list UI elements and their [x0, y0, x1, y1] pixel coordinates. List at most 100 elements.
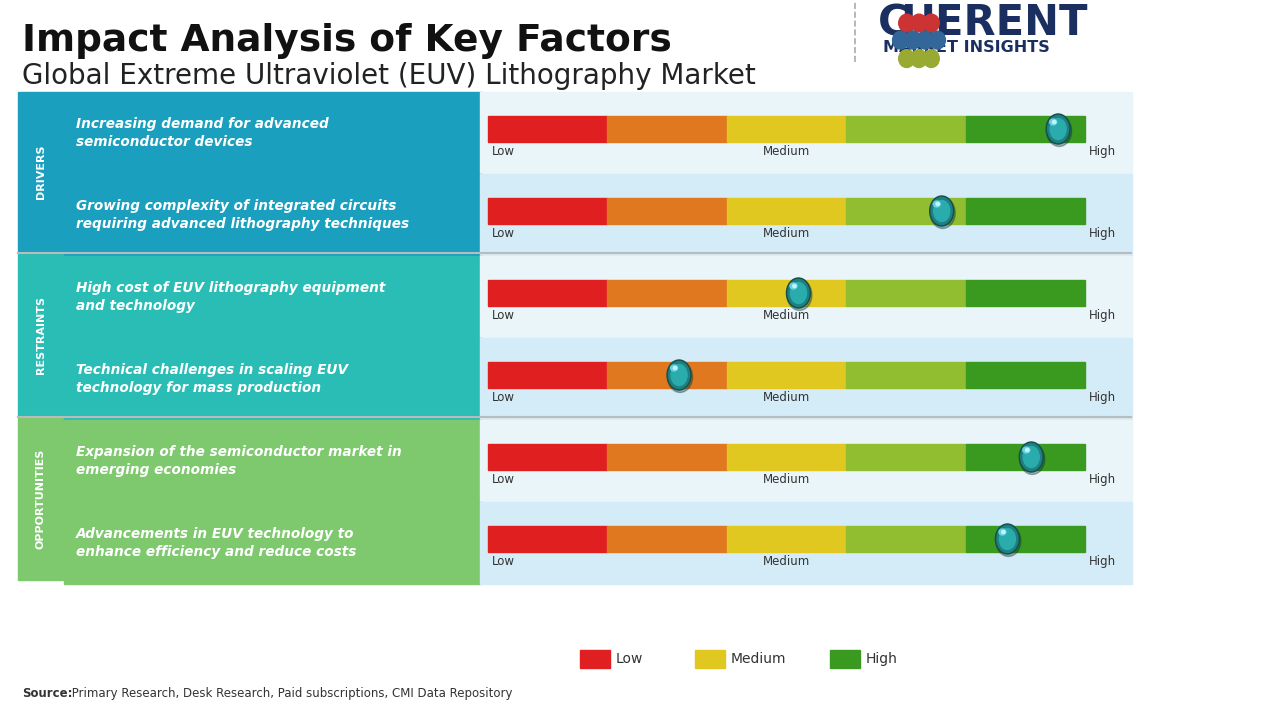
- Text: Source:: Source:: [22, 687, 73, 700]
- Bar: [727, 198, 846, 224]
- Bar: [64, 92, 483, 174]
- Bar: [480, 256, 1132, 338]
- Ellipse shape: [671, 364, 687, 385]
- Bar: [846, 280, 965, 306]
- Bar: [846, 116, 965, 142]
- Text: Low: Low: [492, 227, 515, 240]
- Text: Low: Low: [616, 652, 644, 666]
- Bar: [727, 444, 846, 470]
- Text: Primary Research, Desk Research, Paid subscriptions, CMI Data Repository: Primary Research, Desk Research, Paid su…: [68, 687, 512, 700]
- Text: Increasing demand for advanced
semiconductor devices: Increasing demand for advanced semicondu…: [76, 117, 329, 150]
- Bar: [608, 526, 727, 552]
- Ellipse shape: [932, 197, 952, 225]
- Text: Low: Low: [492, 473, 515, 486]
- Bar: [727, 362, 846, 388]
- Text: Medium: Medium: [763, 309, 810, 322]
- Circle shape: [923, 14, 940, 32]
- Text: High: High: [1089, 391, 1116, 404]
- Ellipse shape: [936, 202, 940, 205]
- Ellipse shape: [1047, 115, 1069, 143]
- Circle shape: [923, 50, 940, 68]
- Ellipse shape: [786, 278, 810, 308]
- Ellipse shape: [788, 279, 809, 307]
- Bar: [965, 526, 1085, 552]
- Bar: [608, 198, 727, 224]
- Bar: [488, 444, 608, 470]
- Bar: [488, 116, 608, 142]
- Bar: [488, 362, 608, 388]
- Bar: [480, 338, 1132, 420]
- Ellipse shape: [929, 196, 954, 226]
- Text: Low: Low: [492, 555, 515, 568]
- Bar: [608, 116, 727, 142]
- Text: High cost of EUV lithography equipment
and technology: High cost of EUV lithography equipment a…: [76, 281, 385, 313]
- Ellipse shape: [792, 284, 796, 287]
- Bar: [480, 502, 1132, 584]
- Bar: [608, 280, 727, 306]
- Ellipse shape: [673, 366, 677, 369]
- Text: Medium: Medium: [763, 391, 810, 404]
- Bar: [727, 280, 846, 306]
- Bar: [64, 502, 483, 584]
- Text: Medium: Medium: [731, 652, 786, 666]
- Bar: [480, 92, 1132, 174]
- Bar: [727, 116, 846, 142]
- Bar: [580, 650, 611, 668]
- Bar: [18, 418, 64, 580]
- Text: MARKET INSIGHTS: MARKET INSIGHTS: [883, 40, 1050, 55]
- Bar: [965, 198, 1085, 224]
- Ellipse shape: [1002, 531, 1005, 534]
- Bar: [695, 650, 724, 668]
- Bar: [965, 280, 1085, 306]
- Ellipse shape: [1020, 444, 1044, 474]
- Text: Expansion of the semiconductor market in
emerging economies: Expansion of the semiconductor market in…: [76, 444, 402, 477]
- Text: Growing complexity of integrated circuits
requiring advanced lithography techniq: Growing complexity of integrated circuit…: [76, 199, 410, 231]
- Text: High: High: [1089, 145, 1116, 158]
- Ellipse shape: [668, 361, 692, 392]
- Text: Low: Low: [492, 145, 515, 158]
- Circle shape: [899, 14, 915, 32]
- Circle shape: [899, 50, 915, 68]
- Ellipse shape: [1050, 119, 1056, 125]
- Ellipse shape: [790, 283, 797, 289]
- Bar: [64, 256, 483, 338]
- Bar: [480, 174, 1132, 256]
- Bar: [64, 174, 483, 256]
- Bar: [965, 116, 1085, 142]
- Bar: [846, 526, 965, 552]
- Ellipse shape: [1023, 447, 1030, 453]
- Ellipse shape: [997, 526, 1018, 552]
- Circle shape: [905, 31, 920, 49]
- Ellipse shape: [667, 360, 691, 390]
- Ellipse shape: [1020, 444, 1042, 470]
- Text: OPPORTUNITIES: OPPORTUNITIES: [36, 449, 46, 549]
- Bar: [846, 444, 965, 470]
- Ellipse shape: [1047, 115, 1071, 146]
- Bar: [64, 420, 483, 502]
- Text: Global Extreme Ultraviolet (EUV) Lithography Market: Global Extreme Ultraviolet (EUV) Lithogr…: [22, 62, 755, 90]
- Bar: [488, 526, 608, 552]
- Ellipse shape: [1019, 442, 1043, 472]
- Ellipse shape: [787, 279, 812, 310]
- Ellipse shape: [996, 526, 1021, 557]
- Text: Medium: Medium: [763, 555, 810, 568]
- Circle shape: [918, 31, 933, 49]
- Ellipse shape: [996, 524, 1019, 554]
- Bar: [965, 362, 1085, 388]
- Bar: [727, 526, 846, 552]
- Ellipse shape: [1050, 119, 1066, 140]
- Text: Medium: Medium: [763, 473, 810, 486]
- Ellipse shape: [1046, 114, 1070, 144]
- Circle shape: [929, 31, 946, 49]
- Circle shape: [911, 50, 927, 68]
- Text: High: High: [867, 652, 897, 666]
- Text: Advancements in EUV technology to
enhance efficiency and reduce costs: Advancements in EUV technology to enhanc…: [76, 526, 356, 559]
- Ellipse shape: [1000, 528, 1015, 549]
- Text: HERENT: HERENT: [900, 2, 1088, 44]
- Bar: [608, 362, 727, 388]
- Text: Impact Analysis of Key Factors: Impact Analysis of Key Factors: [22, 23, 672, 59]
- Bar: [829, 650, 860, 668]
- Text: Medium: Medium: [763, 227, 810, 240]
- Text: Medium: Medium: [763, 145, 810, 158]
- Ellipse shape: [791, 282, 806, 304]
